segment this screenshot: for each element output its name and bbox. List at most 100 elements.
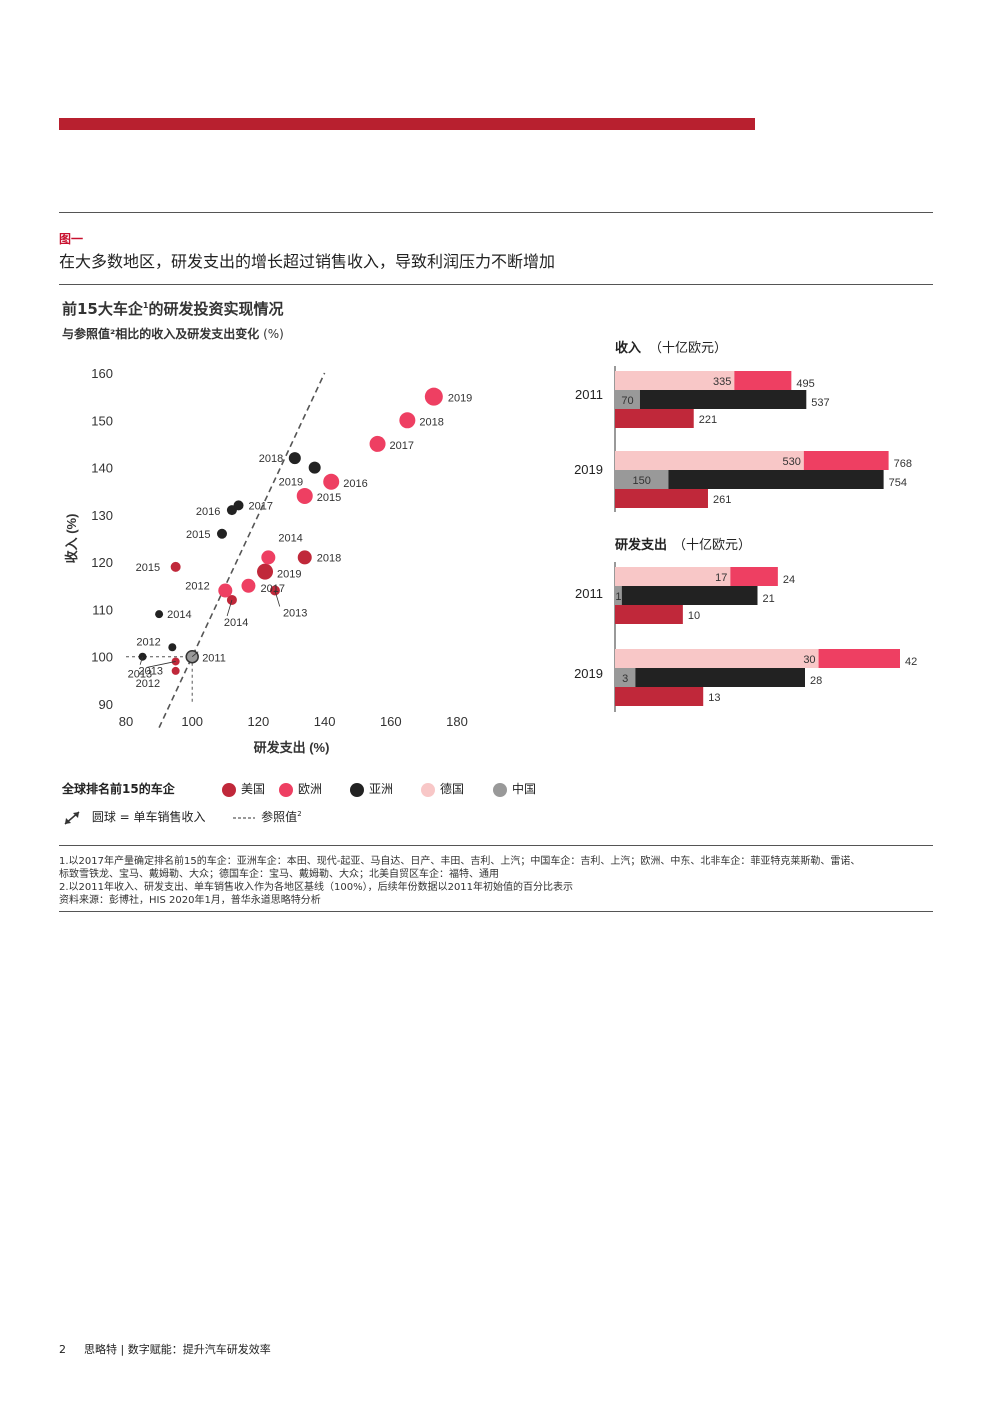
point-label-europe: 2012 — [185, 581, 209, 593]
bar-value-us: 10 — [688, 610, 700, 622]
point-label-europe: 2015 — [317, 492, 341, 504]
category-label: 2011 — [575, 387, 603, 402]
bar-germany — [615, 567, 731, 586]
legend-swatch-us — [222, 782, 236, 797]
point-asia — [233, 500, 244, 511]
point-europe — [261, 550, 276, 565]
bar-value-china: 3 — [622, 673, 628, 685]
point-leader-line — [146, 661, 176, 668]
chart-subtitle-unit: (%) — [259, 327, 284, 341]
divider-footnote-bottom — [59, 911, 933, 912]
bar-us — [615, 409, 694, 428]
point-leader-line — [226, 599, 233, 617]
bar-us — [615, 489, 708, 508]
y-tick-label: 110 — [92, 602, 113, 617]
point-us — [171, 666, 180, 675]
source-note: 资料来源：彭博社，HIS 2020年1月，普华永道思略特分析 — [59, 895, 321, 906]
y-axis-label: 收入 (%) — [64, 514, 79, 564]
footnote-2: 2.以2011年收入、研发支出、单车销售收入作为各地区基线（100%），后续年份… — [59, 882, 574, 893]
legend-item-germany: 德国 — [421, 780, 464, 797]
reference-line — [158, 372, 326, 728]
point-label-europe: 2019 — [448, 393, 472, 405]
point-label-us: 2015 — [136, 562, 160, 574]
point-label-asia: 2018 — [259, 453, 283, 465]
footnote-1: 1.以2017年产量确定排名前15的车企：亚洲车企：本田、现代-起亚、马自达、日… — [59, 856, 861, 867]
x-tick-label: 120 — [248, 714, 270, 729]
figure-title: 在大多数地区，研发支出的增长超过销售收入，导致利润压力不断增加 — [59, 252, 556, 271]
point-label-asia: 2017 — [249, 500, 273, 512]
point-label-us: 2012 — [136, 678, 160, 690]
chart-title-main: 前15大车企 — [62, 300, 143, 318]
figure-label: 图一 — [59, 232, 84, 246]
divider-top — [59, 212, 933, 213]
x-tick-label: 140 — [314, 714, 336, 729]
bar-chart-title: 研发支出 — [615, 537, 667, 552]
bar-value-europe: 495 — [796, 378, 814, 390]
chart-title: 前15大车企1的研发投资实现情况 — [62, 298, 283, 319]
point-us — [257, 563, 274, 580]
divider-title — [59, 284, 933, 285]
bar-charts: 收入 （十亿欧元） 2011 335 495 70 537 221 2019 530 768 150 7… — [574, 340, 917, 712]
footer-text: 思略特 | 数字赋能：提升汽车研发效率 — [84, 1343, 271, 1356]
bar-value-europe: 24 — [783, 574, 795, 586]
point-label-europe: 2018 — [419, 416, 443, 428]
legend-title: 全球排名前15的车企 — [62, 782, 175, 796]
bar-europe — [818, 649, 900, 668]
point-label-asia: 2014 — [167, 609, 191, 621]
category-label: 2019 — [574, 462, 603, 477]
ref-note: 参照值 — [261, 810, 298, 824]
bar-value-europe: 42 — [905, 656, 917, 668]
y-tick-label: 90 — [99, 697, 113, 712]
point-label-europe: 2016 — [343, 478, 367, 490]
bar-value-china: 150 — [633, 475, 651, 487]
point-us — [297, 550, 312, 565]
point-europe — [241, 578, 256, 593]
y-tick-label: 120 — [91, 555, 113, 570]
point-asia — [288, 452, 301, 465]
point-europe — [424, 387, 443, 406]
bar-value-us: 261 — [713, 494, 731, 506]
legend-swatch-europe — [279, 782, 293, 797]
point-label-us: 2014 — [224, 617, 248, 629]
x-tick-label: 100 — [181, 714, 203, 729]
legend-swatch-asia — [350, 782, 364, 797]
point-label-asia: 2013 — [139, 666, 163, 678]
bar-chart-unit: （十亿欧元） — [673, 537, 751, 552]
point-label-us: 2019 — [277, 569, 301, 581]
bar-china — [615, 470, 669, 489]
point-asia — [308, 461, 321, 474]
bar-germany — [615, 649, 819, 668]
point-label-us: 2013 — [128, 668, 152, 680]
bar-asia — [621, 586, 758, 605]
point-label-us: 2017 — [260, 583, 284, 595]
divider-footnote-top — [59, 845, 933, 846]
page-footer: 2 思略特 | 数字赋能：提升汽车研发效率 — [59, 1341, 271, 1357]
category-label: 2011 — [575, 586, 603, 601]
point-asia — [168, 643, 177, 652]
point-label-asia: 2016 — [196, 506, 220, 518]
bar-value-china: 1 — [615, 591, 621, 603]
dashed-line-icon — [233, 817, 256, 818]
scatter-chart: 90 100 110 120 130 140 150 160 80 100 120 140 160 180… — [64, 366, 472, 755]
brand-bar — [59, 118, 755, 130]
legend-item-us: 美国 — [222, 780, 265, 797]
bar-chart-title: 收入 — [615, 340, 641, 355]
bar-value-germany: 30 — [803, 654, 815, 666]
legend-item-europe: 欧洲 — [279, 780, 322, 797]
point-europe — [296, 487, 313, 504]
bar-value-germany: 17 — [715, 572, 727, 584]
bar-value-germany: 530 — [782, 456, 800, 468]
bar-europe — [803, 451, 889, 470]
bar-value-asia: 537 — [811, 397, 829, 409]
circle-note: 圆球 = 单车销售收入 — [91, 810, 206, 824]
category-label: 2019 — [574, 666, 603, 681]
chart-subtitle: 与参照值²相比的收入及研发支出变化 (%) — [62, 325, 284, 342]
legend-item-china: 中国 — [493, 780, 536, 797]
x-axis-label: 研发支出 (%) — [254, 740, 330, 755]
bar-value-china: 70 — [621, 395, 633, 407]
bar-value-europe: 768 — [894, 458, 912, 470]
legend-label-asia: 亚洲 — [369, 782, 394, 796]
point-asia — [216, 528, 227, 539]
legend-swatch-china — [493, 782, 507, 797]
bar-china — [615, 586, 622, 605]
